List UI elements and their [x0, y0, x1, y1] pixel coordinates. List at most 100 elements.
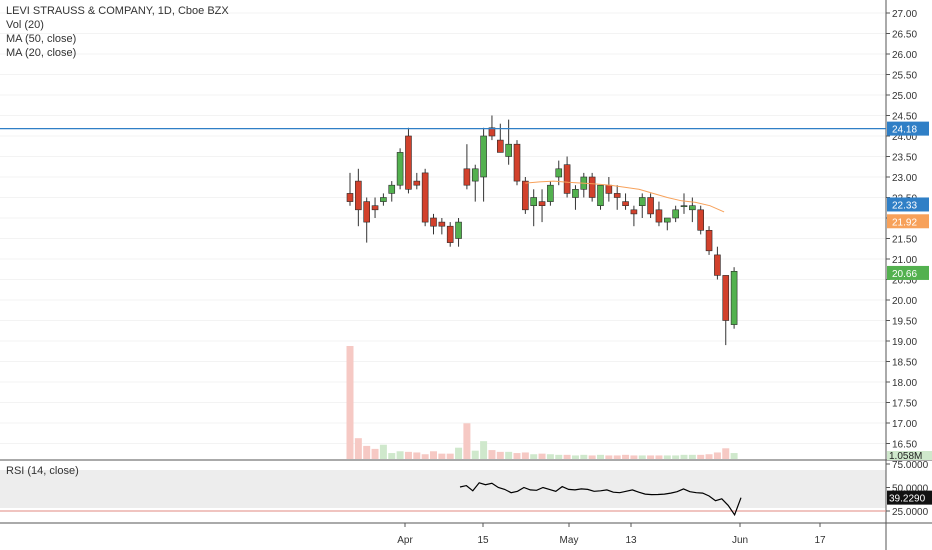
- volume-bar: [647, 455, 655, 459]
- volume-bar: [530, 454, 538, 459]
- price-axis-ticks: 27.00 26.50 26.00 25.50 25.00 24.50 24.00 23.50…: [886, 9, 917, 451]
- volume-bar: [705, 454, 713, 459]
- price-tick-label: 24.50: [892, 112, 917, 123]
- volume-bar: [354, 438, 362, 459]
- volume-bar: [622, 454, 630, 459]
- price-tick-label: 25.00: [892, 91, 917, 102]
- candle: [346, 172, 354, 206]
- candle: [438, 218, 446, 235]
- candle: [496, 123, 504, 153]
- price-tick-label: 18.00: [892, 378, 917, 389]
- candle: [396, 148, 404, 190]
- rsi-legend[interactable]: RSI (14, close): [6, 465, 79, 477]
- volume-bar: [722, 448, 730, 459]
- volume-bar: [638, 455, 646, 459]
- price-tick-label: 19.00: [892, 337, 917, 348]
- volume-bar: [713, 452, 721, 459]
- price-grid: [0, 12, 886, 444]
- candle: [705, 226, 713, 255]
- volume-bar: [588, 455, 596, 459]
- volume-bar: [513, 453, 521, 459]
- candle: [572, 185, 579, 210]
- symbol-title[interactable]: LEVI STRAUSS & COMPANY, 1D, Cboe BZX: [6, 5, 229, 17]
- volume-bar: [546, 454, 554, 459]
- price-tick-label: 26.50: [892, 30, 917, 41]
- volume-bar: [597, 454, 604, 459]
- rsi-band: [0, 470, 886, 508]
- price-tick-label: 24.00: [892, 132, 917, 143]
- price-tick-label: 25.50: [892, 71, 917, 82]
- volume-bar: [404, 451, 412, 459]
- price-tick-label: 19.50: [892, 317, 917, 328]
- candle: [697, 205, 705, 235]
- candle: [480, 127, 487, 202]
- volume-bar: [688, 454, 696, 459]
- volume-bar: [438, 453, 446, 459]
- candle: [530, 189, 538, 227]
- volume-bar: [413, 452, 421, 459]
- price-tick-label: 17.00: [892, 419, 917, 430]
- candle: [371, 197, 379, 218]
- candles: [346, 115, 738, 346]
- candle: [714, 246, 721, 280]
- ma20-price-badge: 21.92: [887, 214, 929, 229]
- vol-legend[interactable]: Vol (20): [6, 19, 44, 31]
- ma20-line: [525, 180, 725, 213]
- volume-bar: [697, 454, 705, 459]
- volume-bar: [630, 455, 638, 459]
- ma20-legend[interactable]: MA (20, close): [6, 47, 77, 59]
- rsi-badge: 39.2290: [887, 490, 932, 505]
- candle: [597, 184, 604, 210]
- candle: [622, 193, 629, 210]
- candle: [513, 140, 521, 186]
- volume-bar: [680, 454, 688, 459]
- candle: [355, 168, 362, 227]
- volume-bar: [463, 423, 471, 459]
- price-tick-label: 17.50: [892, 399, 917, 410]
- volume-bars: [346, 346, 738, 459]
- volume-bar: [571, 455, 579, 459]
- volume-bar: [346, 346, 354, 459]
- candle: [380, 193, 387, 206]
- price-tick-label: 21.00: [892, 255, 917, 266]
- volume-bar: [672, 455, 680, 459]
- candle: [672, 205, 679, 223]
- candle: [522, 177, 529, 214]
- price-tick-label: 16.50: [892, 440, 917, 451]
- rsi-tick-label: 50.0000: [892, 484, 929, 495]
- svg-text:21.92: 21.92: [892, 217, 917, 228]
- price-tick-label: 26.00: [892, 50, 917, 61]
- volume-bar: [555, 454, 563, 459]
- volume-badge: 1.058M: [887, 451, 932, 462]
- candle: [722, 275, 730, 346]
- time-tick-label: Jun: [732, 535, 748, 546]
- volume-bar: [430, 451, 437, 459]
- candle: [630, 205, 638, 227]
- time-tick-label: Apr: [397, 535, 413, 546]
- candle: [405, 127, 412, 194]
- volume-bar: [538, 453, 546, 459]
- candle: [413, 172, 421, 190]
- volume-bar: [421, 454, 429, 459]
- ma50-legend[interactable]: MA (50, close): [6, 33, 77, 45]
- candle: [547, 181, 554, 206]
- time-tick-label: 17: [814, 535, 826, 546]
- candle: [538, 189, 546, 223]
- volume-bar: [605, 455, 613, 459]
- chart-legend: LEVI STRAUSS & COMPANY, 1D, Cboe BZX Vol…: [6, 4, 229, 60]
- volume-bar: [488, 450, 496, 459]
- candle: [446, 222, 454, 247]
- rsi-line: [459, 482, 742, 517]
- volume-bar: [455, 447, 463, 459]
- volume-bar: [521, 452, 529, 459]
- volume-bar: [663, 455, 671, 459]
- candle: [421, 168, 429, 227]
- candle: [488, 115, 496, 141]
- volume-bar: [655, 455, 663, 459]
- candle: [363, 197, 371, 243]
- candle: [680, 193, 688, 214]
- price-tick-label: 23.50: [892, 153, 917, 164]
- volume-bar: [580, 454, 588, 459]
